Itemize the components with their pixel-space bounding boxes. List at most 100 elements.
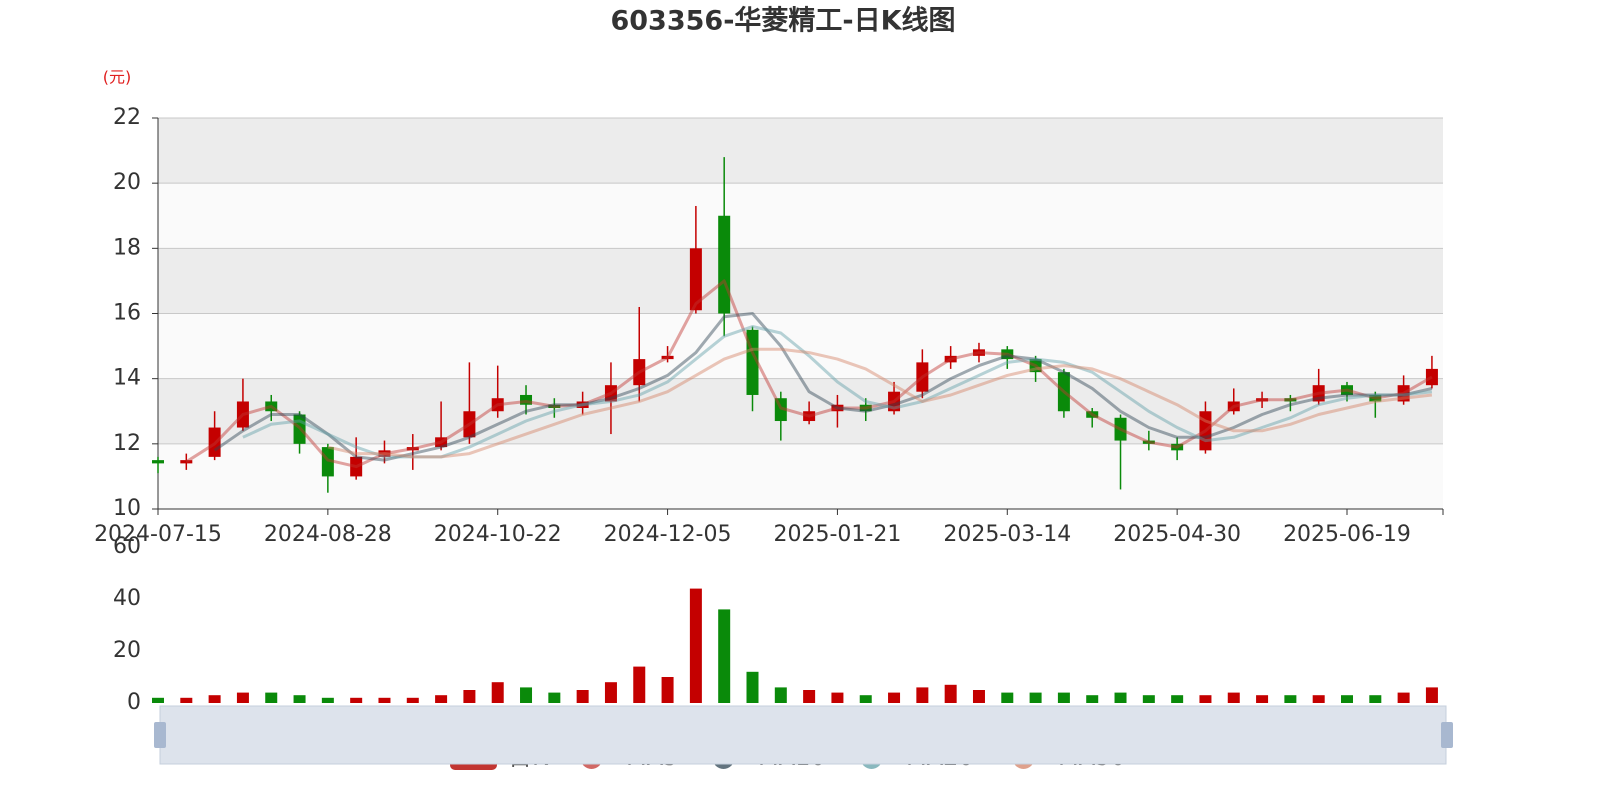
- x-tick-label: 2024-07-15: [94, 522, 222, 547]
- candle-body: [208, 427, 221, 457]
- candle-body: [1341, 385, 1353, 395]
- zoom-handle-left[interactable]: [154, 722, 166, 748]
- candle-body: [689, 248, 702, 311]
- volume-bar: [1227, 692, 1240, 703]
- volume-bar: [576, 690, 589, 703]
- candle-body: [633, 359, 646, 386]
- candle-body: [1029, 359, 1042, 373]
- volume-bar: [774, 687, 787, 703]
- candle-body: [1142, 440, 1155, 444]
- candle-body: [1284, 398, 1297, 402]
- volume-bar: [406, 697, 419, 703]
- ma-line: [185, 279, 1433, 469]
- ma-line: [327, 347, 1433, 459]
- candle-body: [1425, 368, 1438, 386]
- volume-bar: [1284, 695, 1297, 703]
- ma-line: [213, 312, 1433, 462]
- volume-bar: [689, 588, 702, 703]
- volume-bar: [1397, 692, 1410, 703]
- y-tick-label: 18: [113, 235, 141, 260]
- volume-bar: [944, 684, 957, 703]
- volume-bar: [321, 697, 334, 703]
- candle-body: [1086, 411, 1099, 418]
- volume-bar: [208, 695, 221, 703]
- candle-body: [180, 460, 193, 464]
- candle-body: [520, 394, 533, 405]
- candle-body: [604, 385, 617, 402]
- candle-body: [1171, 443, 1184, 451]
- volume-bar: [859, 695, 872, 703]
- candle-body: [1001, 349, 1014, 360]
- volume-bar: [491, 682, 504, 703]
- candle-body: [293, 414, 306, 444]
- volume-tick-label: 20: [113, 638, 141, 663]
- volume-bar: [633, 666, 646, 703]
- candle-body: [718, 215, 731, 314]
- split-area: [158, 248, 1443, 314]
- x-tick-label: 2024-12-05: [604, 522, 732, 547]
- candle-body: [435, 437, 448, 448]
- volume-bar: [1086, 695, 1099, 703]
- candle-body: [576, 401, 589, 408]
- candle-body: [944, 355, 957, 363]
- candle-body: [888, 391, 901, 412]
- candle-body: [1369, 394, 1382, 402]
- volume-bar: [1057, 692, 1070, 703]
- candle-body: [831, 404, 844, 412]
- candle-body: [972, 349, 985, 356]
- volume-bar: [350, 697, 363, 703]
- volume-bar: [661, 677, 674, 703]
- volume-bar: [1142, 695, 1155, 703]
- volume-bar: [1369, 695, 1382, 703]
- volume-tick-label: 60: [113, 534, 141, 559]
- candle-body: [803, 411, 816, 422]
- volume-bar: [1425, 687, 1438, 703]
- candle-body: [1312, 385, 1325, 402]
- x-tick-label: 2025-06-19: [1283, 522, 1411, 547]
- volume-bar: [803, 690, 816, 703]
- chart-title: 603356-华菱精工-日K线图: [610, 5, 955, 37]
- volume-bar: [1312, 695, 1325, 703]
- ma-line: [242, 325, 1433, 459]
- volume-bar: [548, 692, 561, 703]
- split-area: [158, 313, 1443, 379]
- volume-bar: [293, 695, 306, 703]
- y-tick-label: 16: [113, 301, 141, 326]
- y-axis-name: (元): [103, 68, 132, 87]
- volume-bar: [378, 697, 391, 703]
- x-tick-label: 2025-03-14: [943, 522, 1071, 547]
- zoom-handle-right[interactable]: [1441, 722, 1453, 748]
- volume-bar: [1256, 695, 1269, 703]
- y-tick-label: 20: [113, 170, 141, 195]
- volume-bar: [831, 692, 844, 703]
- candle-body: [1256, 398, 1269, 402]
- volume-tick-label: 0: [127, 690, 141, 715]
- volume-bar: [1171, 695, 1184, 703]
- volume-bar: [916, 687, 929, 703]
- split-area: [158, 443, 1443, 509]
- x-tick-label: 2024-10-22: [434, 522, 562, 547]
- candle-body: [774, 398, 787, 422]
- candle-body: [378, 450, 391, 457]
- volume-bar: [888, 692, 901, 703]
- volume-bar: [1341, 695, 1353, 703]
- volume-bar: [520, 687, 533, 703]
- volume-bar: [463, 690, 476, 703]
- candle-body: [859, 404, 872, 412]
- y-tick-label: 12: [113, 431, 141, 456]
- y-tick-label: 14: [113, 366, 141, 391]
- split-area: [158, 378, 1443, 444]
- candle-body: [1227, 401, 1240, 412]
- volume-bar: [718, 609, 731, 703]
- candle-body: [265, 401, 278, 412]
- volume-bar: [1114, 692, 1127, 703]
- zoom-slider[interactable]: [159, 705, 1447, 765]
- y-tick-label: 22: [113, 105, 141, 130]
- split-area: [158, 118, 1443, 184]
- x-tick-label: 2025-01-21: [773, 522, 901, 547]
- candle-body: [321, 447, 334, 477]
- candle-body: [406, 447, 419, 451]
- volume-bar: [746, 671, 759, 703]
- candle-body: [916, 362, 929, 392]
